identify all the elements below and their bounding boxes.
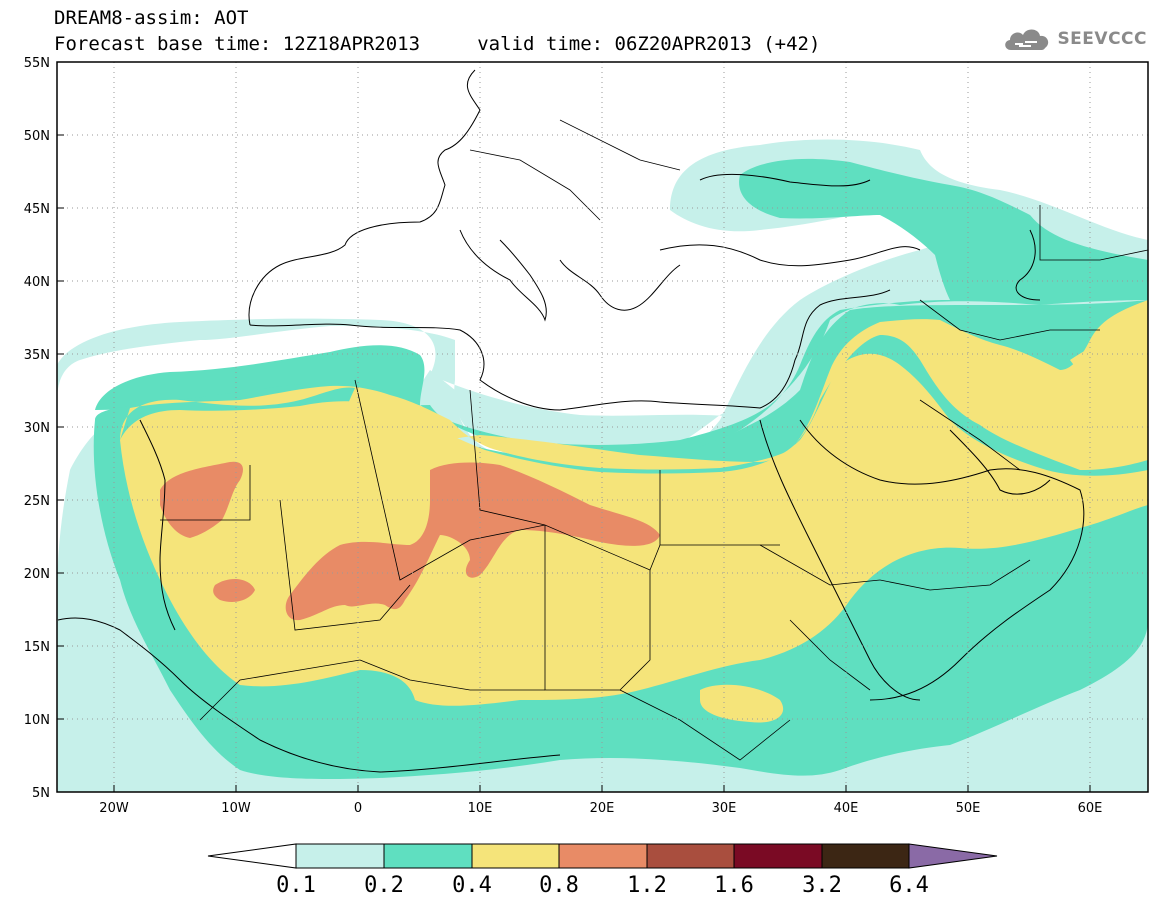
country-borders — [160, 119, 1148, 761]
lon-label: 60E — [1078, 801, 1103, 816]
lat-label: 45N — [24, 202, 50, 217]
logo-text: SEEVCCC — [1057, 29, 1147, 49]
colorbar-swatch — [471, 843, 560, 869]
lat-label: 30N — [24, 421, 50, 436]
colorbar-swatch — [295, 843, 385, 869]
seevccc-logo: SEEVCCC — [1001, 24, 1147, 54]
colorbar-label: 1.6 — [714, 873, 754, 898]
forecast-time-subtitle: Forecast base time: 12Z18APR2013 valid t… — [54, 33, 821, 55]
lat-label: 40N — [24, 275, 50, 290]
lat-label: 20N — [24, 567, 50, 582]
colorbar-high-arrow — [908, 843, 998, 869]
colorbar: 0.1 0.2 0.4 0.8 1.2 1.6 3.2 6.4 — [207, 843, 998, 898]
colorbar-low-arrow — [207, 843, 297, 869]
coastlines — [57, 69, 1085, 773]
aot-level-0.4 — [1070, 320, 1148, 380]
colorbar-label: 0.1 — [276, 873, 316, 898]
colorbar-label: 6.4 — [889, 873, 929, 898]
latitude-labels: 55N 50N 45N 40N 35N 30N 25N 20N 15N 10N … — [24, 56, 50, 801]
lon-label: 50E — [956, 801, 981, 816]
colorbar-label: 1.2 — [627, 873, 667, 898]
lat-label: 5N — [32, 786, 50, 801]
colorbar-label: 0.2 — [364, 873, 404, 898]
lat-label: 15N — [24, 640, 50, 655]
lon-label: 10E — [468, 801, 493, 816]
lon-label: 0 — [354, 801, 362, 816]
colorbar-label: 3.2 — [802, 873, 842, 898]
colorbar-label: 0.4 — [452, 873, 492, 898]
colorbar-swatch — [646, 843, 735, 869]
colorbar-swatch — [383, 843, 473, 869]
aot-level-0.8 — [213, 578, 255, 602]
aot-level-0.8 — [285, 462, 660, 621]
lon-label: 10W — [221, 801, 251, 816]
map-grid — [57, 62, 1148, 792]
colorbar-label: 0.8 — [539, 873, 579, 898]
colorbar-swatch — [558, 843, 648, 869]
axis-tick-marks — [57, 61, 1091, 793]
lon-label: 30E — [712, 801, 737, 816]
aot-level-0.2 — [95, 158, 1148, 461]
aot-level-0.4 — [700, 684, 784, 723]
longitude-labels: 20W 10W 0 10E 20E 30E 40E 50E 60E — [99, 801, 1102, 816]
colorbar-swatch — [821, 843, 910, 869]
lon-label: 40E — [834, 801, 859, 816]
cloud-icon — [1005, 29, 1049, 50]
lat-label: 50N — [24, 129, 50, 144]
lat-label: 10N — [24, 713, 50, 728]
lon-label: 20W — [99, 801, 129, 816]
aot-level-0.8 — [160, 461, 243, 538]
map-title: DREAM8-assim: AOT — [54, 7, 249, 29]
lat-label: 35N — [24, 348, 50, 363]
dust-aot-field — [57, 139, 1148, 792]
lon-label: 20E — [590, 801, 615, 816]
colorbar-swatch — [733, 843, 823, 869]
lat-label: 55N — [24, 56, 50, 71]
lat-label: 25N — [24, 494, 50, 509]
